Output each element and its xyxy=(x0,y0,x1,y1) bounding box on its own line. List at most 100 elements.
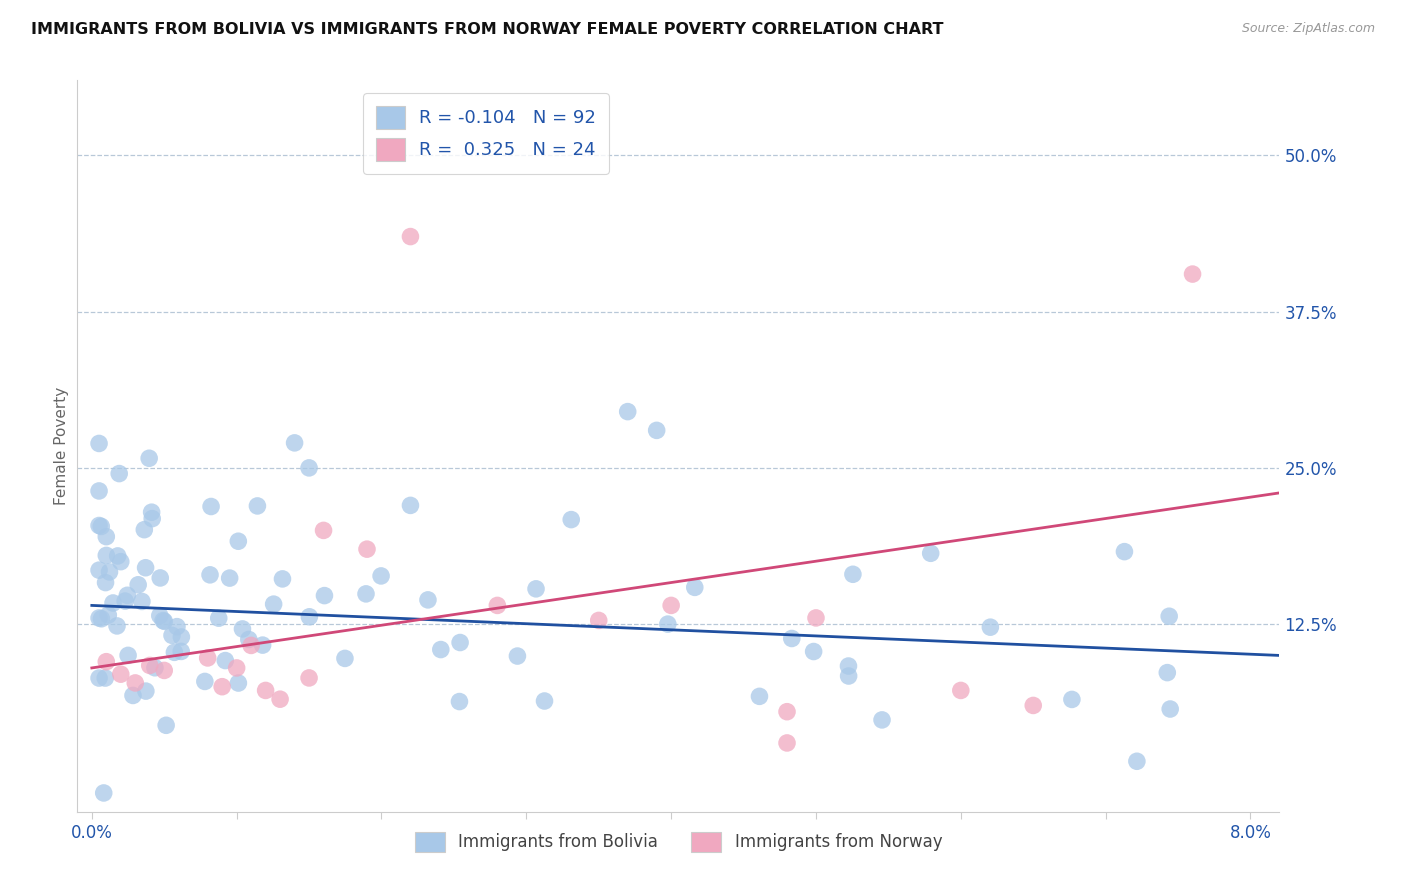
Point xyxy=(1156,665,1178,680)
Point xyxy=(200,500,222,514)
Point xyxy=(117,588,139,602)
Point xyxy=(149,571,172,585)
Point xyxy=(117,648,139,663)
Point xyxy=(135,560,157,574)
Point xyxy=(1060,692,1083,706)
Point xyxy=(96,530,118,544)
Point xyxy=(298,671,321,685)
Point xyxy=(506,648,529,663)
Point xyxy=(134,523,156,537)
Point xyxy=(312,524,335,538)
Point xyxy=(101,596,124,610)
Point xyxy=(218,571,240,585)
Point xyxy=(399,229,422,244)
Point xyxy=(1159,702,1181,716)
Point xyxy=(96,549,118,563)
Point xyxy=(1181,267,1204,281)
Point xyxy=(803,644,825,658)
Point xyxy=(240,639,263,653)
Point xyxy=(298,461,321,475)
Point xyxy=(170,630,193,644)
Point xyxy=(979,620,1001,634)
Point xyxy=(153,664,176,678)
Point xyxy=(588,614,610,628)
Point xyxy=(1159,609,1181,624)
Point xyxy=(93,786,115,800)
Point xyxy=(155,718,177,732)
Point xyxy=(263,597,285,611)
Point xyxy=(166,620,188,634)
Point xyxy=(153,615,176,629)
Point xyxy=(225,661,247,675)
Point xyxy=(114,594,136,608)
Point xyxy=(870,713,893,727)
Point xyxy=(149,608,172,623)
Point xyxy=(105,619,128,633)
Point xyxy=(87,436,110,450)
Point xyxy=(110,555,132,569)
Point xyxy=(804,611,827,625)
Point xyxy=(124,676,146,690)
Point xyxy=(138,451,160,466)
Point xyxy=(87,611,110,625)
Point xyxy=(97,608,120,623)
Point xyxy=(90,612,112,626)
Point xyxy=(416,593,439,607)
Point xyxy=(160,628,183,642)
Point xyxy=(356,542,378,557)
Point xyxy=(524,582,547,596)
Point xyxy=(354,587,377,601)
Point xyxy=(87,563,110,577)
Text: IMMIGRANTS FROM BOLIVIA VS IMMIGRANTS FROM NORWAY FEMALE POVERTY CORRELATION CHA: IMMIGRANTS FROM BOLIVIA VS IMMIGRANTS FR… xyxy=(31,22,943,37)
Point xyxy=(560,513,582,527)
Point xyxy=(238,632,260,647)
Point xyxy=(96,655,118,669)
Point xyxy=(449,635,471,649)
Point xyxy=(370,569,392,583)
Point xyxy=(616,404,638,418)
Point xyxy=(246,499,269,513)
Point xyxy=(252,638,274,652)
Point xyxy=(659,599,682,613)
Point xyxy=(449,694,471,708)
Point xyxy=(208,611,231,625)
Point xyxy=(269,692,291,706)
Point xyxy=(645,423,668,437)
Point xyxy=(108,467,131,481)
Point xyxy=(170,644,193,658)
Point xyxy=(254,683,277,698)
Point xyxy=(486,599,509,613)
Point xyxy=(87,518,110,533)
Point xyxy=(135,684,157,698)
Point xyxy=(920,546,942,560)
Point xyxy=(1114,544,1136,558)
Point xyxy=(842,567,865,582)
Point xyxy=(333,651,356,665)
Point xyxy=(399,499,422,513)
Point xyxy=(298,609,321,624)
Point xyxy=(152,614,174,628)
Point xyxy=(90,519,112,533)
Point xyxy=(87,671,110,685)
Point xyxy=(430,642,453,657)
Point xyxy=(194,674,217,689)
Text: Source: ZipAtlas.com: Source: ZipAtlas.com xyxy=(1241,22,1375,36)
Point xyxy=(214,654,236,668)
Point xyxy=(94,575,117,590)
Point xyxy=(94,671,117,685)
Point xyxy=(837,659,859,673)
Point xyxy=(533,694,555,708)
Point xyxy=(231,622,253,636)
Point xyxy=(314,589,336,603)
Point xyxy=(197,651,219,665)
Point xyxy=(776,736,799,750)
Point xyxy=(141,505,163,519)
Point xyxy=(141,511,163,525)
Point xyxy=(211,680,233,694)
Point xyxy=(683,580,706,594)
Point xyxy=(776,705,799,719)
Point xyxy=(748,690,770,704)
Point xyxy=(949,683,972,698)
Point xyxy=(163,645,186,659)
Point xyxy=(87,483,110,498)
